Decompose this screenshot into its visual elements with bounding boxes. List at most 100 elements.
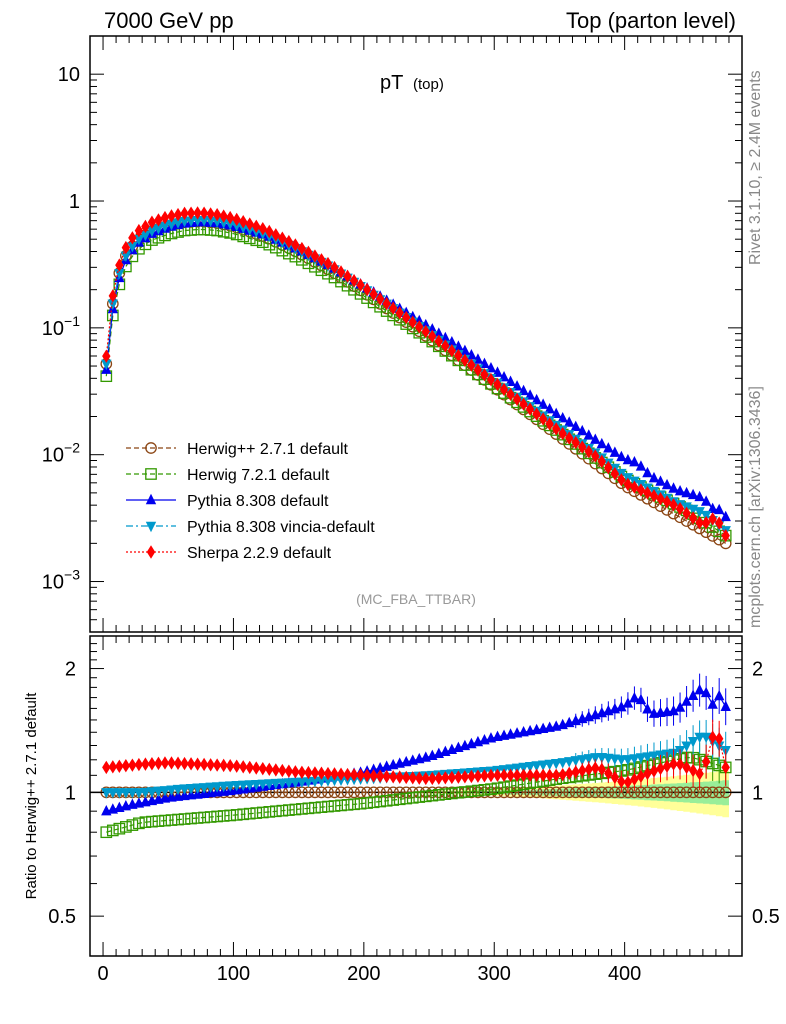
- main-point: [609, 446, 621, 457]
- ratio-point: [643, 766, 652, 781]
- ratio-point: [102, 760, 111, 775]
- ratio-point: [629, 754, 640, 765]
- ratio-point: [335, 799, 347, 812]
- ratio-point: [648, 786, 660, 799]
- ratio-point: [556, 786, 569, 799]
- ratio-point: [654, 786, 667, 799]
- ratio-point: [576, 786, 589, 799]
- ratio-point: [185, 812, 197, 825]
- ratio-point: [674, 786, 686, 799]
- ratio-point: [380, 786, 393, 799]
- ratio-y-axis-label: Ratio to Herwig++ 2.7.1 default: [23, 692, 40, 900]
- ratio-point: [315, 786, 328, 799]
- main-point: [668, 482, 679, 493]
- version-label: Rivet 3.1.10, ≥ 2.4M events: [747, 70, 764, 265]
- ratio-point: [661, 786, 673, 799]
- main-point: [597, 454, 607, 469]
- ratio-point: [387, 794, 400, 806]
- ratio-point: [454, 770, 463, 784]
- main-point: [252, 219, 261, 234]
- main-point: [682, 506, 691, 521]
- legend-label: Pythia 8.308 default: [187, 493, 329, 510]
- main-point: [493, 377, 502, 392]
- main-point: [662, 495, 672, 509]
- main-point: [454, 348, 463, 363]
- main-point: [115, 258, 124, 272]
- main-point: [714, 516, 724, 530]
- ratio-point: [538, 768, 548, 783]
- main-point: [655, 475, 666, 486]
- ratio-series-2: [101, 673, 731, 816]
- ratio-point: [231, 780, 242, 792]
- main-point: [433, 327, 445, 338]
- ratio-point: [284, 764, 294, 778]
- ratio-point: [114, 788, 125, 799]
- main-point: [695, 516, 704, 530]
- ratio-point: [393, 793, 406, 806]
- main-point: [577, 424, 588, 436]
- main-point: [583, 429, 594, 440]
- ratio-point: [374, 786, 386, 799]
- ratio-point: [173, 756, 183, 770]
- ratio-y-tick-label: 1: [65, 782, 76, 804]
- main-point: [265, 224, 274, 239]
- ratio-point: [706, 786, 719, 799]
- ratio-point: [662, 759, 672, 773]
- ratio-point: [361, 797, 373, 809]
- ratio-point: [341, 786, 354, 799]
- ratio-point: [205, 782, 216, 794]
- main-point: [571, 435, 580, 450]
- ratio-point: [380, 794, 393, 807]
- ratio-point: [551, 768, 561, 783]
- ratio-point: [395, 770, 404, 784]
- ratio-point: [120, 788, 132, 799]
- main-point: [232, 212, 241, 227]
- ratio-point: [140, 787, 151, 799]
- header-right: Top (parton level): [566, 8, 736, 33]
- main-point: [687, 488, 699, 500]
- main-point: [219, 209, 228, 223]
- main-point: [212, 207, 222, 222]
- ratio-point: [486, 768, 496, 783]
- ratio-point: [354, 797, 367, 810]
- main-point: [694, 507, 705, 518]
- main-point: [245, 217, 254, 231]
- ratio-point: [511, 786, 523, 799]
- main-point: [375, 292, 385, 306]
- ratio-point: [309, 801, 321, 814]
- ratio-point: [323, 766, 333, 781]
- ratio-point: [336, 767, 346, 781]
- ratio-point: [165, 814, 178, 826]
- main-plot-title: pT: [380, 72, 403, 94]
- ratio-y-tick-label-right: 2: [752, 659, 763, 681]
- main-point: [186, 206, 196, 220]
- x-tick-label: 200: [347, 963, 380, 985]
- main-point: [623, 477, 633, 492]
- ratio-point: [635, 753, 647, 764]
- ratio-point: [578, 763, 587, 778]
- ratio-point: [310, 766, 320, 780]
- legend-entry-0: Herwig++ 2.7.1 default: [126, 441, 349, 458]
- ratio-line-3: [106, 736, 727, 794]
- main-point: [564, 416, 575, 427]
- ratio-point: [687, 689, 699, 700]
- ratio-point: [278, 763, 287, 778]
- main-point: [649, 489, 659, 503]
- ratio-point: [218, 781, 229, 793]
- ratio-point: [230, 809, 243, 821]
- main-point: [297, 241, 307, 256]
- main-point: [185, 216, 197, 227]
- main-y-tick-label: 10: [58, 64, 80, 86]
- ratio-point: [256, 806, 269, 819]
- legend-entry-2: Pythia 8.308 default: [126, 493, 329, 510]
- main-point: [708, 512, 717, 526]
- ratio-point: [349, 768, 359, 782]
- main-point: [199, 206, 209, 220]
- ratio-point: [302, 802, 315, 815]
- legend-label: Herwig 7.2.1 default: [187, 467, 330, 484]
- ratio-point: [387, 786, 400, 799]
- ratio-point: [480, 769, 489, 783]
- main-point: [558, 426, 567, 441]
- ratio-point: [115, 759, 124, 773]
